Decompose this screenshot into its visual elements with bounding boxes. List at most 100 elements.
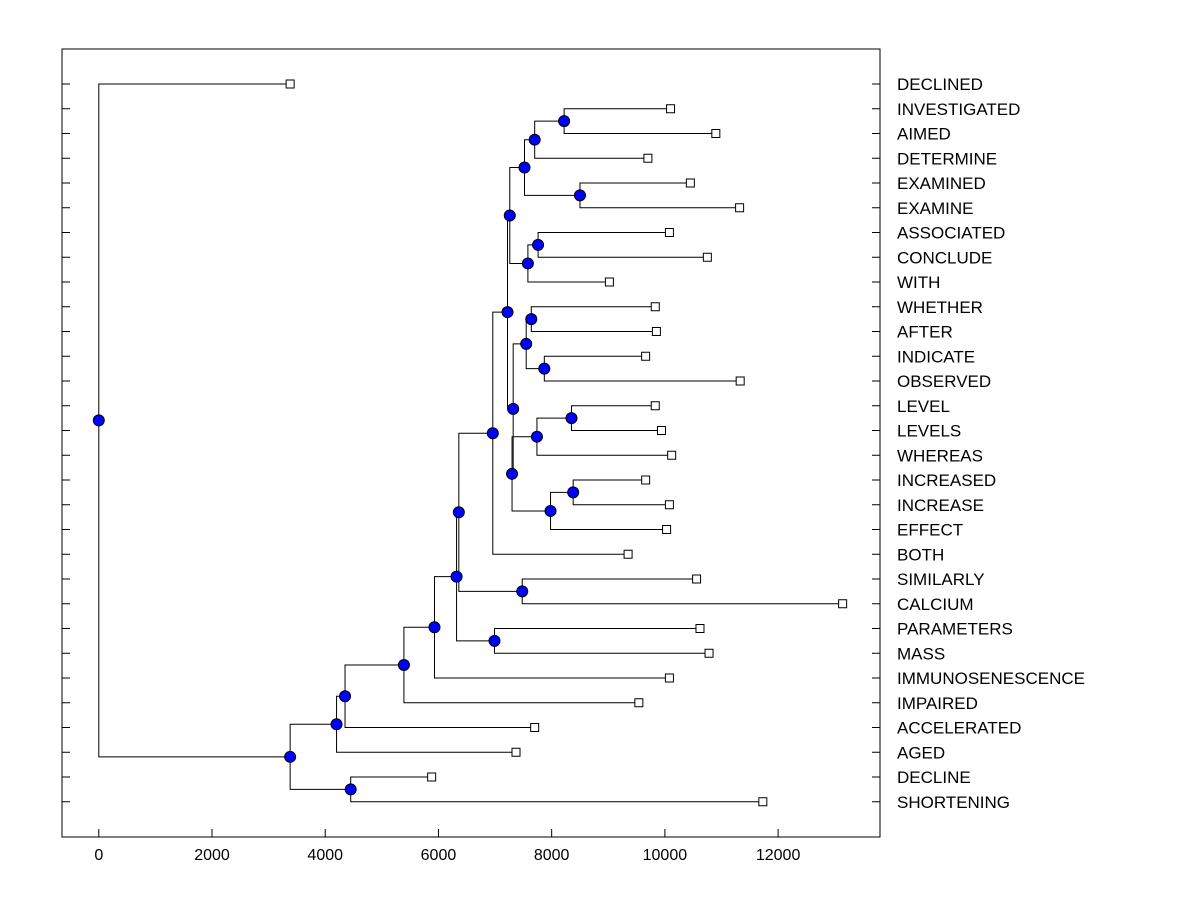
leaf-marker <box>692 574 702 584</box>
y-tick-marks <box>62 83 880 803</box>
leaf-label: MASS <box>897 644 945 663</box>
leaf-markers <box>285 79 848 807</box>
merge-node-n3 <box>573 189 586 202</box>
leaf-marker <box>664 228 674 237</box>
x-tick-label: 12000 <box>756 847 801 864</box>
merge-node-n9 <box>538 362 551 375</box>
merge-node-n7 <box>503 209 516 222</box>
merge-node-n16 <box>507 402 520 415</box>
leaf-label: WHETHER <box>897 298 983 317</box>
leaf-marker <box>662 525 672 534</box>
leaf-label: WITH <box>897 273 940 292</box>
leaf-marker <box>650 401 660 411</box>
x-tick-label: 0 <box>94 847 103 864</box>
merge-node-n11 <box>565 412 578 425</box>
leaf-label: IMPAIRED <box>897 694 978 713</box>
merge-node-n21 <box>488 634 501 647</box>
leaf-label: WHEREAS <box>897 446 983 465</box>
leaf-label: BOTH <box>897 545 944 564</box>
leaf-marker <box>695 624 705 633</box>
leaf-label: INCREASE <box>897 496 984 515</box>
leaf-label: AFTER <box>897 323 953 342</box>
leaf-marker <box>641 475 651 485</box>
leaf-marker <box>758 797 768 807</box>
merge-node-n26 <box>330 718 343 731</box>
x-tick-label: 2000 <box>194 847 230 864</box>
leaf-marker <box>711 129 721 138</box>
leaf-marker <box>667 450 677 460</box>
leaf-marker <box>651 327 661 336</box>
merge-node-n17 <box>501 306 514 319</box>
leaf-label: AGED <box>897 743 945 762</box>
leaf-marker <box>530 723 540 732</box>
leaf-label: EFFECT <box>897 521 963 540</box>
x-tick-label: 4000 <box>307 847 343 864</box>
leaf-label: INVESTIGATED <box>897 100 1020 119</box>
merge-node-n4 <box>518 161 531 174</box>
merge-node-n19 <box>516 585 529 598</box>
x-tick-label: 8000 <box>534 847 570 864</box>
leaf-label: ACCELERATED <box>897 719 1021 738</box>
leaf-labels: DECLINED INVESTIGATED AIMED DETERMINE EXAMIN… <box>897 75 1085 812</box>
merge-node-n10 <box>520 337 533 350</box>
merge-node-n8 <box>525 313 538 326</box>
leaf-label: DECLINE <box>897 768 971 787</box>
leaf-label: OBSERVED <box>897 372 991 391</box>
merge-node-n20 <box>452 506 465 519</box>
leaf-label: SIMILARLY <box>897 570 985 589</box>
merge-node-n24 <box>397 659 410 672</box>
leaf-marker <box>604 277 614 287</box>
x-tick-label: 10000 <box>643 847 688 864</box>
merge-node-n14 <box>544 504 557 517</box>
merge-node-n27 <box>344 783 357 796</box>
plot-frame <box>61 48 881 838</box>
merge-node-n15 <box>506 467 519 480</box>
merge-node-n5 <box>532 238 545 251</box>
leaf-marker <box>656 426 666 435</box>
merge-node-n18 <box>486 427 499 440</box>
leaf-marker <box>623 549 633 559</box>
leaf-marker <box>641 351 651 361</box>
merge-node-n12 <box>530 430 543 443</box>
leaf-label: DETERMINE <box>897 149 997 168</box>
leaf-label: CALCIUM <box>897 595 974 614</box>
leaf-label: SHORTENING <box>897 793 1010 812</box>
leaf-label: PARAMETERS <box>897 620 1013 639</box>
leaf-marker <box>643 153 653 163</box>
leaf-marker <box>735 203 745 213</box>
leaf-label: IMMUNOSENESCENCE <box>897 669 1085 688</box>
leaf-marker <box>664 673 674 683</box>
leaf-label: ASSOCIATED <box>897 224 1005 243</box>
leaf-marker <box>685 178 695 188</box>
leaf-marker <box>704 648 714 658</box>
leaf-marker <box>702 252 712 262</box>
leaf-marker <box>634 698 644 708</box>
leaf-label: CONCLUDE <box>897 248 992 267</box>
leaf-marker <box>511 747 521 757</box>
leaf-label: LEVELS <box>897 422 961 441</box>
merge-node-n28 <box>284 750 297 763</box>
leaf-marker <box>838 599 848 609</box>
leaf-marker <box>666 104 676 114</box>
leaf-label: AIMED <box>897 125 951 144</box>
leaf-label: EXAMINED <box>897 174 986 193</box>
merge-nodes <box>92 115 586 796</box>
leaf-marker <box>664 500 674 510</box>
leaf-marker <box>735 376 745 386</box>
x-axis: 0 2000 4000 6000 8000 10000 12000 <box>94 829 800 864</box>
merge-node-n23 <box>428 621 441 634</box>
leaf-label: LEVEL <box>897 397 950 416</box>
leaf-marker <box>427 772 437 782</box>
leaf-label: INDICATE <box>897 347 975 366</box>
merge-node-n22 <box>450 570 463 583</box>
merge-node-n1 <box>558 115 571 128</box>
leaf-label: DECLINED <box>897 75 983 94</box>
leaf-marker <box>285 79 295 89</box>
x-tick-label: 6000 <box>421 847 457 864</box>
merge-node-n2 <box>528 133 541 146</box>
leaf-label: EXAMINE <box>897 199 974 218</box>
merge-node-n6 <box>521 257 534 270</box>
leaf-label: INCREASED <box>897 471 996 490</box>
merge-node-n29 <box>92 414 105 427</box>
